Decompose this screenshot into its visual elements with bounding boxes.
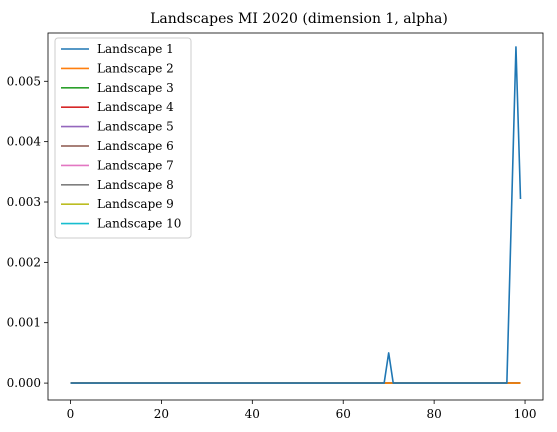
legend-entry: Landscape 4: [97, 100, 174, 114]
legend-entry: Landscape 5: [97, 120, 174, 134]
x-tick-label: 60: [336, 407, 351, 421]
y-tick-label: 0.001: [7, 316, 41, 330]
x-tick-label: 0: [67, 407, 75, 421]
legend-entry: Landscape 1: [97, 42, 174, 56]
legend-entry: Landscape 7: [97, 158, 174, 172]
chart-title: Landscapes MI 2020 (dimension 1, alpha): [150, 11, 448, 27]
x-tick-label: 100: [514, 407, 537, 421]
y-tick-label: 0.003: [7, 195, 41, 209]
x-tick-label: 80: [426, 407, 441, 421]
legend-entry: Landscape 8: [97, 178, 174, 192]
x-tick-label: 20: [154, 407, 169, 421]
legend-entry: Landscape 9: [97, 197, 174, 211]
legend-entry: Landscape 10: [97, 217, 181, 231]
legend-entry: Landscape 2: [97, 61, 174, 75]
legend: Landscape 1 Landscape 2 Landscape 3 Landsca…: [55, 38, 191, 238]
y-axis: 0.000 0.001 0.002 0.003 0.004 0.005: [7, 74, 48, 390]
legend-entry: Landscape 3: [97, 81, 174, 95]
y-tick-label: 0.004: [7, 135, 42, 149]
y-tick-label: 0.002: [7, 255, 41, 269]
legend-entry: Landscape 6: [97, 139, 174, 153]
y-tick-label: 0.000: [7, 376, 41, 390]
x-axis: 0 20 40 60 80 100: [67, 400, 537, 421]
y-tick-label: 0.005: [7, 74, 41, 88]
x-tick-label: 40: [245, 407, 260, 421]
